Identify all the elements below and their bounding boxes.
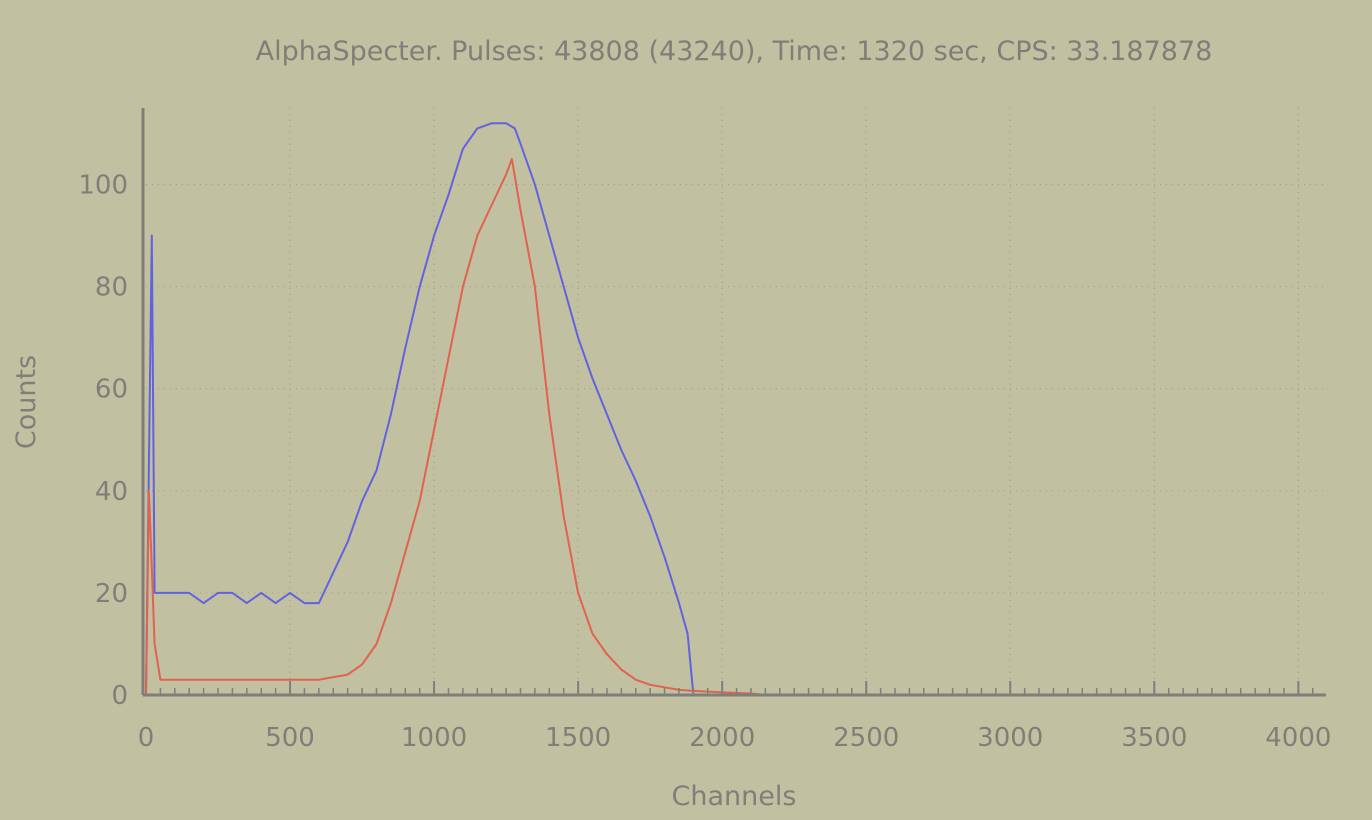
x-tick-label: 3000 <box>977 723 1043 753</box>
x-tick-label: 1000 <box>401 723 467 753</box>
y-axis-label: Counts <box>11 355 42 449</box>
y-tick-label: 60 <box>95 375 128 405</box>
y-tick-label: 20 <box>95 579 128 609</box>
x-tick-label: 1500 <box>545 723 611 753</box>
y-tick-label: 0 <box>111 681 128 711</box>
axis-layer: 0 500 1000 1500 2000 2500 3000 3500 4000 0 20 40 60 8… <box>78 108 1331 753</box>
series-line-blue <box>145 122 1326 696</box>
series-layer <box>145 122 1326 696</box>
y-tick-label: 80 <box>95 273 128 303</box>
chart-title: AlphaSpecter. Pulses: 43808 (43240), Tim… <box>256 36 1213 67</box>
y-tick-label: 40 <box>95 477 128 507</box>
x-axis-label: Channels <box>672 781 797 812</box>
x-tick-label: 2500 <box>833 723 899 753</box>
x-tick-label: 3500 <box>1121 723 1187 753</box>
y-tick-label: 100 <box>78 171 128 201</box>
x-tick-label: 0 <box>138 723 155 753</box>
x-tick-label: 500 <box>265 723 315 753</box>
series-line-red <box>145 158 1326 696</box>
x-tick-label: 2000 <box>689 723 755 753</box>
x-tick-label: 4000 <box>1265 723 1331 753</box>
